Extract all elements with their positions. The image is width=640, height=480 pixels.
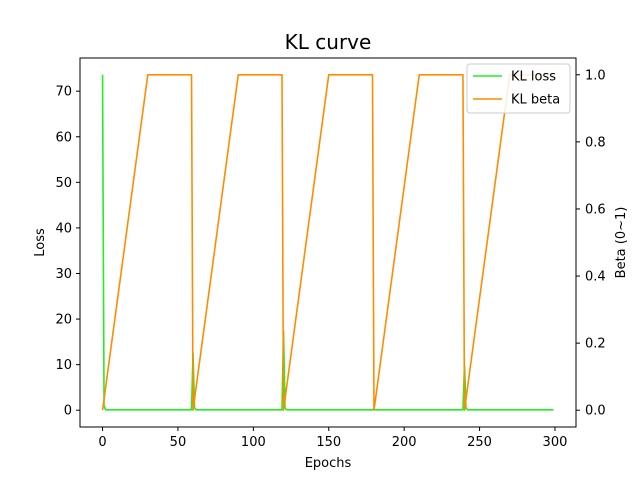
y2-tick-label: 0.4 [585,270,606,285]
x-tick-label: 150 [316,435,341,450]
y2-tick-label: 0.8 [585,135,606,150]
y-tick-label: 40 [55,221,72,236]
y2-tick-label: 0.2 [585,337,606,352]
y-tick-label: 20 [55,313,72,328]
legend: KL loss KL beta [467,64,570,113]
x-tick-label: 250 [467,435,492,450]
y-tick-label: 10 [55,358,72,373]
x-axis-title: Epochs [305,456,352,471]
x-tick-label: 50 [170,435,187,450]
y2-axis-title: Beta (0~1) [614,207,629,279]
x-tick-label: 0 [98,435,106,450]
y-tick-label: 50 [55,176,72,191]
y-tick-label: 0 [64,404,72,419]
legend-label-1: KL beta [511,93,560,108]
chart-title: KL curve [285,30,372,54]
x-axis-ticks: 0 50 100 150 200 250 300 [98,427,567,450]
y-tick-label: 70 [55,85,72,100]
y2-tick-label: 0.0 [585,404,606,419]
legend-label-0: KL loss [511,70,556,85]
y-tick-label: 60 [55,130,72,145]
series-line-0 [103,75,554,410]
y-axis-title: Loss [33,228,48,257]
y2-tick-label: 0.6 [585,202,606,217]
y2-axis-ticks: 0.0 0.2 0.4 0.6 0.8 1.0 [576,68,606,418]
x-tick-label: 300 [543,435,568,450]
x-tick-label: 200 [392,435,417,450]
y-axis-ticks: 0 10 20 30 40 50 60 70 [55,85,80,419]
y-tick-label: 30 [55,267,72,282]
plot-lines [103,75,554,410]
y2-tick-label: 1.0 [585,68,606,83]
series-line-1 [103,75,554,410]
x-tick-label: 100 [241,435,266,450]
